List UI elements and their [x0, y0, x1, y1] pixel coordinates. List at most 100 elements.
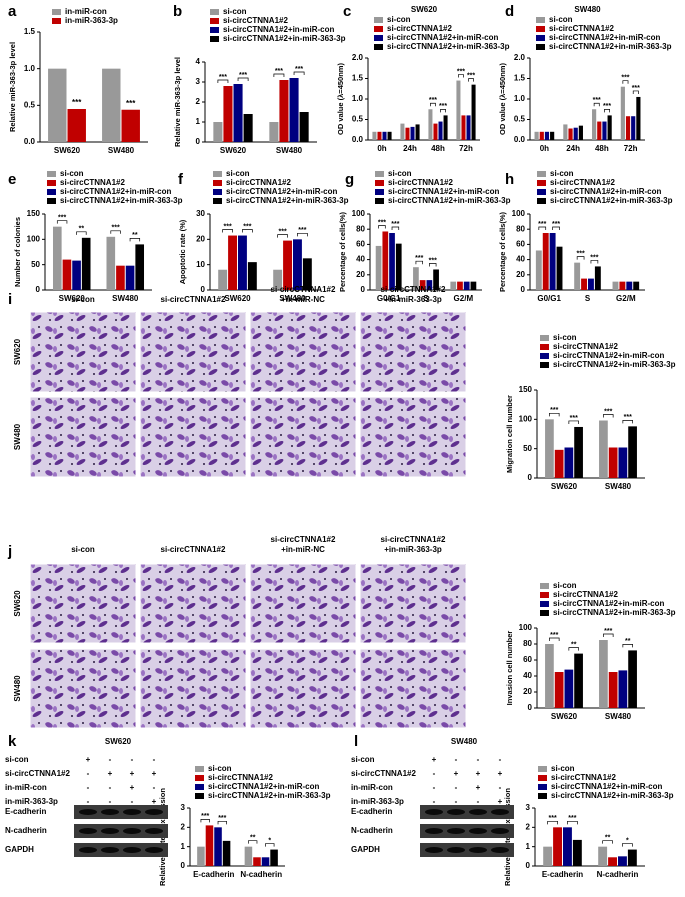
- significance-bracket: [222, 229, 233, 233]
- legend-label: si-circCTNNA1#2+in-miR-363-3p: [550, 196, 673, 205]
- legend-swatch: [375, 198, 384, 204]
- bar: [563, 124, 568, 140]
- protein-label: GAPDH: [351, 845, 380, 854]
- significance-bracket: [277, 234, 288, 238]
- legend-swatch: [538, 793, 547, 799]
- bar: [463, 281, 470, 290]
- significance-bracket: [567, 820, 578, 825]
- sign: +: [432, 755, 437, 764]
- legend-swatch: [538, 784, 547, 790]
- bar: [223, 86, 233, 142]
- y-axis-label: Relative miR-363-3p level: [173, 57, 182, 147]
- bar: [426, 280, 433, 290]
- bar: [636, 96, 641, 140]
- legend-swatch: [540, 610, 549, 616]
- sign: +: [152, 797, 157, 806]
- bar: [568, 128, 573, 140]
- bar: [628, 650, 637, 708]
- y-tick-label: 0: [201, 285, 206, 294]
- bar: [588, 278, 594, 290]
- bar: [433, 123, 438, 140]
- bar: [594, 266, 601, 290]
- significance: ***: [590, 254, 598, 261]
- significance: *: [268, 837, 271, 844]
- y-tick-label: 80: [356, 224, 365, 233]
- legend-label: in-miR-363-3p: [65, 16, 118, 25]
- y-tick-label: 3: [196, 77, 201, 86]
- sign: +: [454, 769, 459, 778]
- bar: [233, 84, 243, 142]
- significance-bracket: [603, 633, 614, 637]
- bar: [564, 669, 574, 708]
- protein-label: N-cadherin: [351, 826, 393, 835]
- significance-bracket: [603, 414, 614, 418]
- x-tick-label: 24h: [566, 144, 580, 153]
- sign: -: [477, 755, 480, 764]
- significance-bracket: [568, 647, 579, 651]
- significance: ***: [593, 97, 601, 104]
- legend-label: si-con: [550, 169, 574, 178]
- y-tick-label: 1: [196, 117, 201, 126]
- bar: [238, 235, 247, 290]
- significance-bracket: [242, 229, 253, 233]
- x-tick-label: SW480: [112, 294, 139, 303]
- protein-label: E-cadherin: [351, 807, 392, 816]
- column-header: si-circCTNNA1#2: [381, 535, 446, 544]
- blot-band: [425, 847, 443, 853]
- bar: [273, 269, 283, 290]
- bar: [457, 281, 463, 290]
- significance-bracket: [237, 77, 249, 81]
- blot-strip: [74, 805, 168, 819]
- legend-swatch: [540, 592, 549, 598]
- significance: ***: [603, 103, 611, 110]
- bar: [461, 115, 466, 140]
- legend-label: si-circCTNNA1#2+in-miR-con: [553, 599, 664, 608]
- bar: [620, 86, 625, 140]
- legend-label: si-con: [551, 764, 575, 773]
- x-tick-label: SW620: [551, 482, 578, 491]
- column-header: si-circCTNNA1#2: [161, 295, 226, 304]
- panel-letter: d: [505, 3, 514, 20]
- legend-label: si-circCTNNA1#2+in-miR-363-3p: [387, 42, 510, 51]
- legend-swatch: [537, 198, 546, 204]
- y-tick-label: 0: [361, 285, 366, 294]
- bar: [574, 653, 583, 708]
- bar: [612, 281, 619, 290]
- bar: [563, 827, 572, 866]
- y-tick-label: 0: [521, 285, 526, 294]
- legend-swatch: [210, 18, 219, 24]
- legend-label: si-circCTNNA1#2: [387, 24, 452, 33]
- x-tick-label: SW480: [605, 712, 632, 721]
- significance: ***: [295, 66, 303, 73]
- legend-label: si-circCTNNA1#2+in-miR-363-3p: [549, 42, 672, 51]
- blot-title: SW480: [451, 737, 478, 746]
- legend-swatch: [540, 335, 549, 341]
- significance: ***: [239, 72, 247, 79]
- micrograph: [359, 396, 467, 478]
- x-tick-label: N-cadherin: [597, 870, 639, 879]
- y-tick-label: 0: [526, 861, 531, 870]
- bar: [607, 115, 612, 140]
- y-tick-label: 100: [512, 209, 526, 218]
- column-header: +in-miR-NC: [281, 295, 325, 304]
- bar: [592, 109, 597, 140]
- blot-band: [491, 828, 509, 834]
- bar: [293, 239, 302, 290]
- sign: +: [498, 797, 503, 806]
- y-tick-label: 100: [519, 414, 533, 423]
- micrograph: [249, 563, 357, 644]
- bar: [106, 236, 116, 290]
- y-tick-label: 2: [526, 822, 531, 831]
- y-tick-label: 1.5: [24, 27, 36, 36]
- significance-bracket: [378, 225, 386, 229]
- y-tick-label: 0: [196, 137, 201, 146]
- bar: [554, 449, 564, 478]
- legend-label: si-con: [388, 169, 412, 178]
- blot-band: [447, 809, 465, 815]
- protein-label: N-cadherin: [5, 826, 47, 835]
- x-tick-label: G0/G1: [377, 294, 401, 303]
- x-tick-label: E-cadherin: [542, 870, 583, 879]
- protein-label: E-cadherin: [5, 807, 46, 816]
- x-tick-label: SW620: [54, 146, 81, 155]
- significance-bracket: [415, 260, 423, 265]
